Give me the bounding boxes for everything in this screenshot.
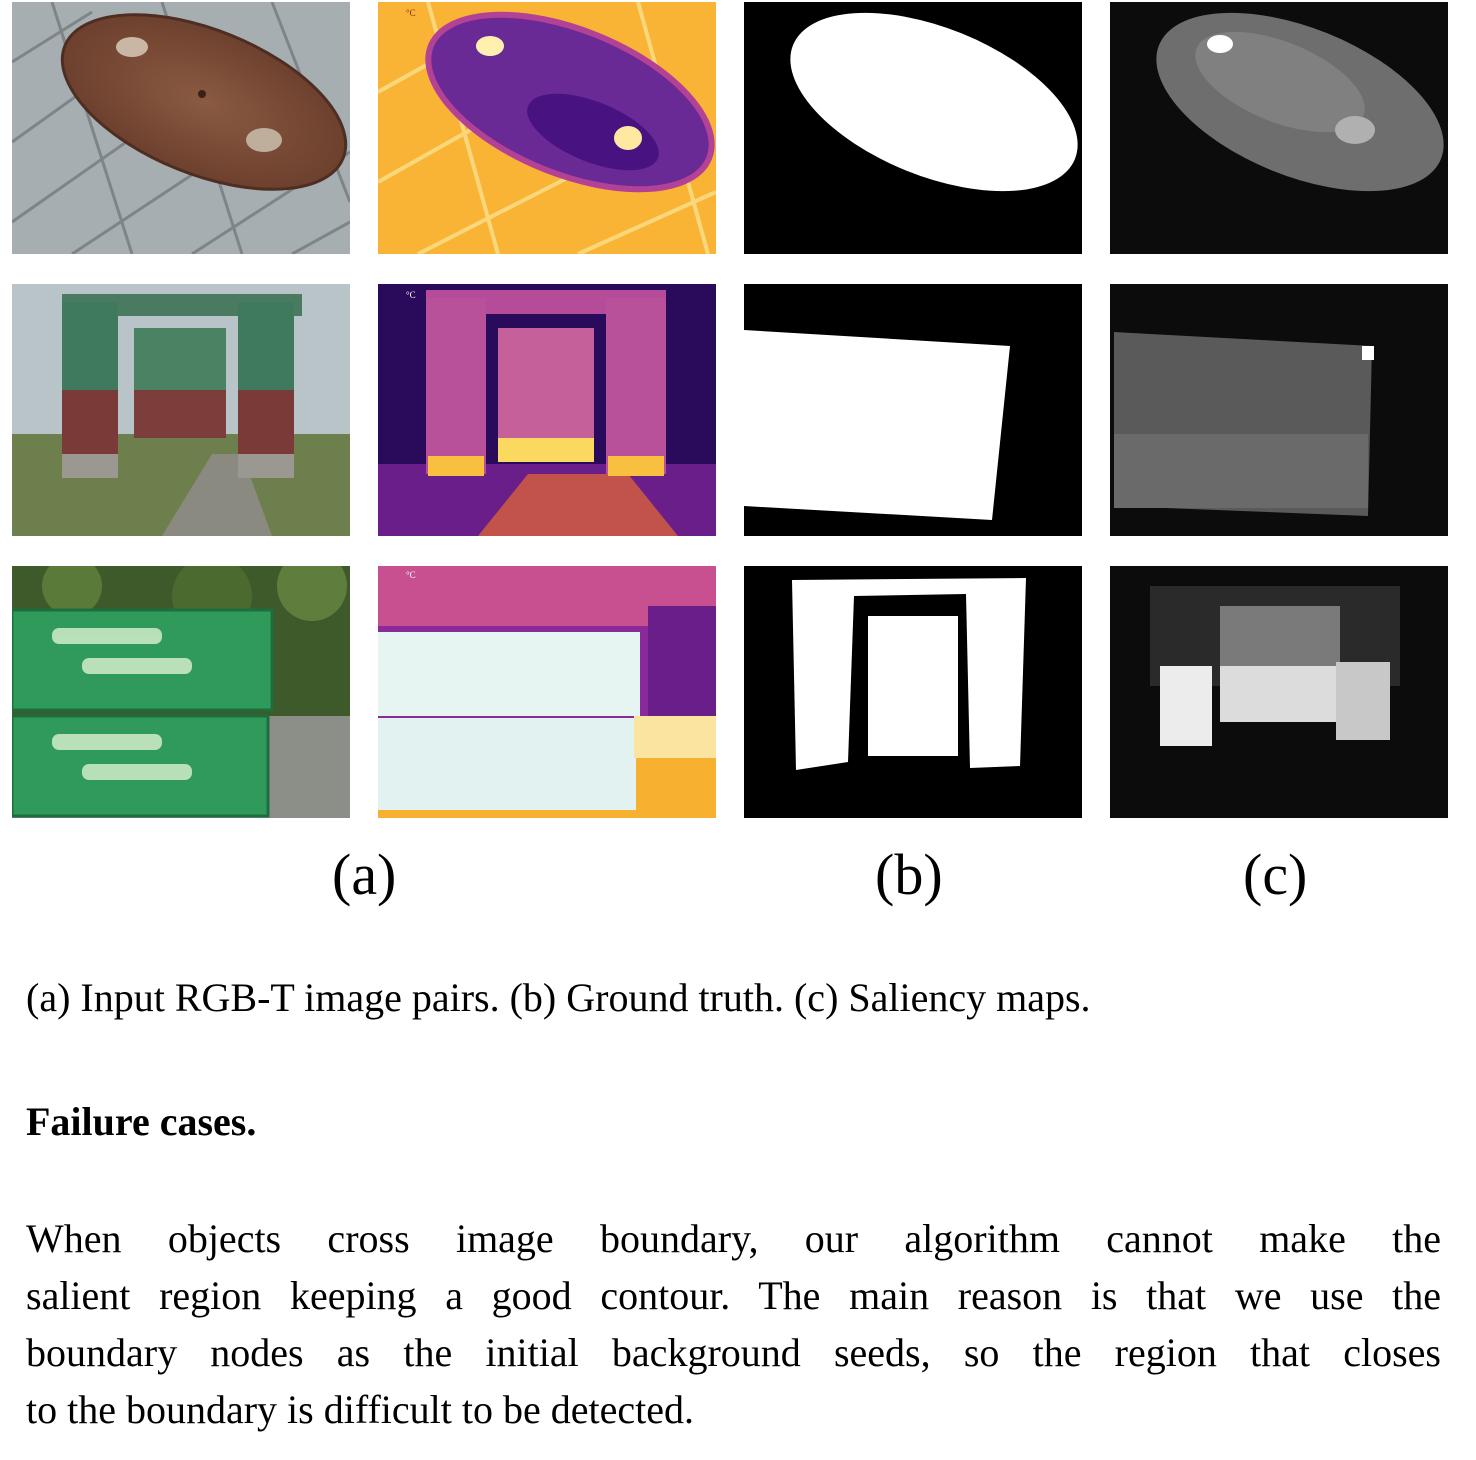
rgb-image-beer-boxes	[12, 566, 350, 818]
rgb-image-manhole	[12, 2, 350, 254]
saliency-map-gate	[1110, 284, 1448, 536]
ground-truth-gate	[744, 284, 1082, 536]
thermal-image-gate: °C	[378, 284, 716, 536]
saliency-map-beer-boxes	[1110, 566, 1448, 818]
ground-truth-beer-boxes	[744, 566, 1082, 818]
paragraph-line: boundary nodes as the initial background…	[26, 1330, 1441, 1375]
saliency-map-manhole	[1110, 2, 1448, 254]
figure-caption: (a) Input RGB-T image pairs. (b) Ground …	[26, 975, 1091, 1020]
column-label-c: (c)	[1243, 842, 1308, 907]
thermal-image-beer-boxes: °C	[378, 566, 716, 818]
thermal-unit-mark: °C	[406, 570, 416, 580]
paragraph-line: salient region keeping a good contour. T…	[26, 1273, 1441, 1318]
section-paragraph: When objects cross image boundary, our a…	[26, 1210, 1441, 1438]
ground-truth-manhole	[744, 2, 1082, 254]
thermal-unit-mark: °C	[406, 8, 416, 18]
thermal-image-manhole: °C	[378, 2, 716, 254]
thermal-unit-mark: °C	[406, 290, 416, 300]
rgb-image-gate	[12, 284, 350, 536]
paragraph-line: When objects cross image boundary, our a…	[26, 1216, 1441, 1261]
column-label-b: (b)	[875, 842, 943, 907]
column-label-a: (a)	[332, 842, 397, 907]
section-heading: Failure cases.	[26, 1099, 257, 1144]
paragraph-line: to the boundary is difficult to be detec…	[26, 1387, 694, 1432]
